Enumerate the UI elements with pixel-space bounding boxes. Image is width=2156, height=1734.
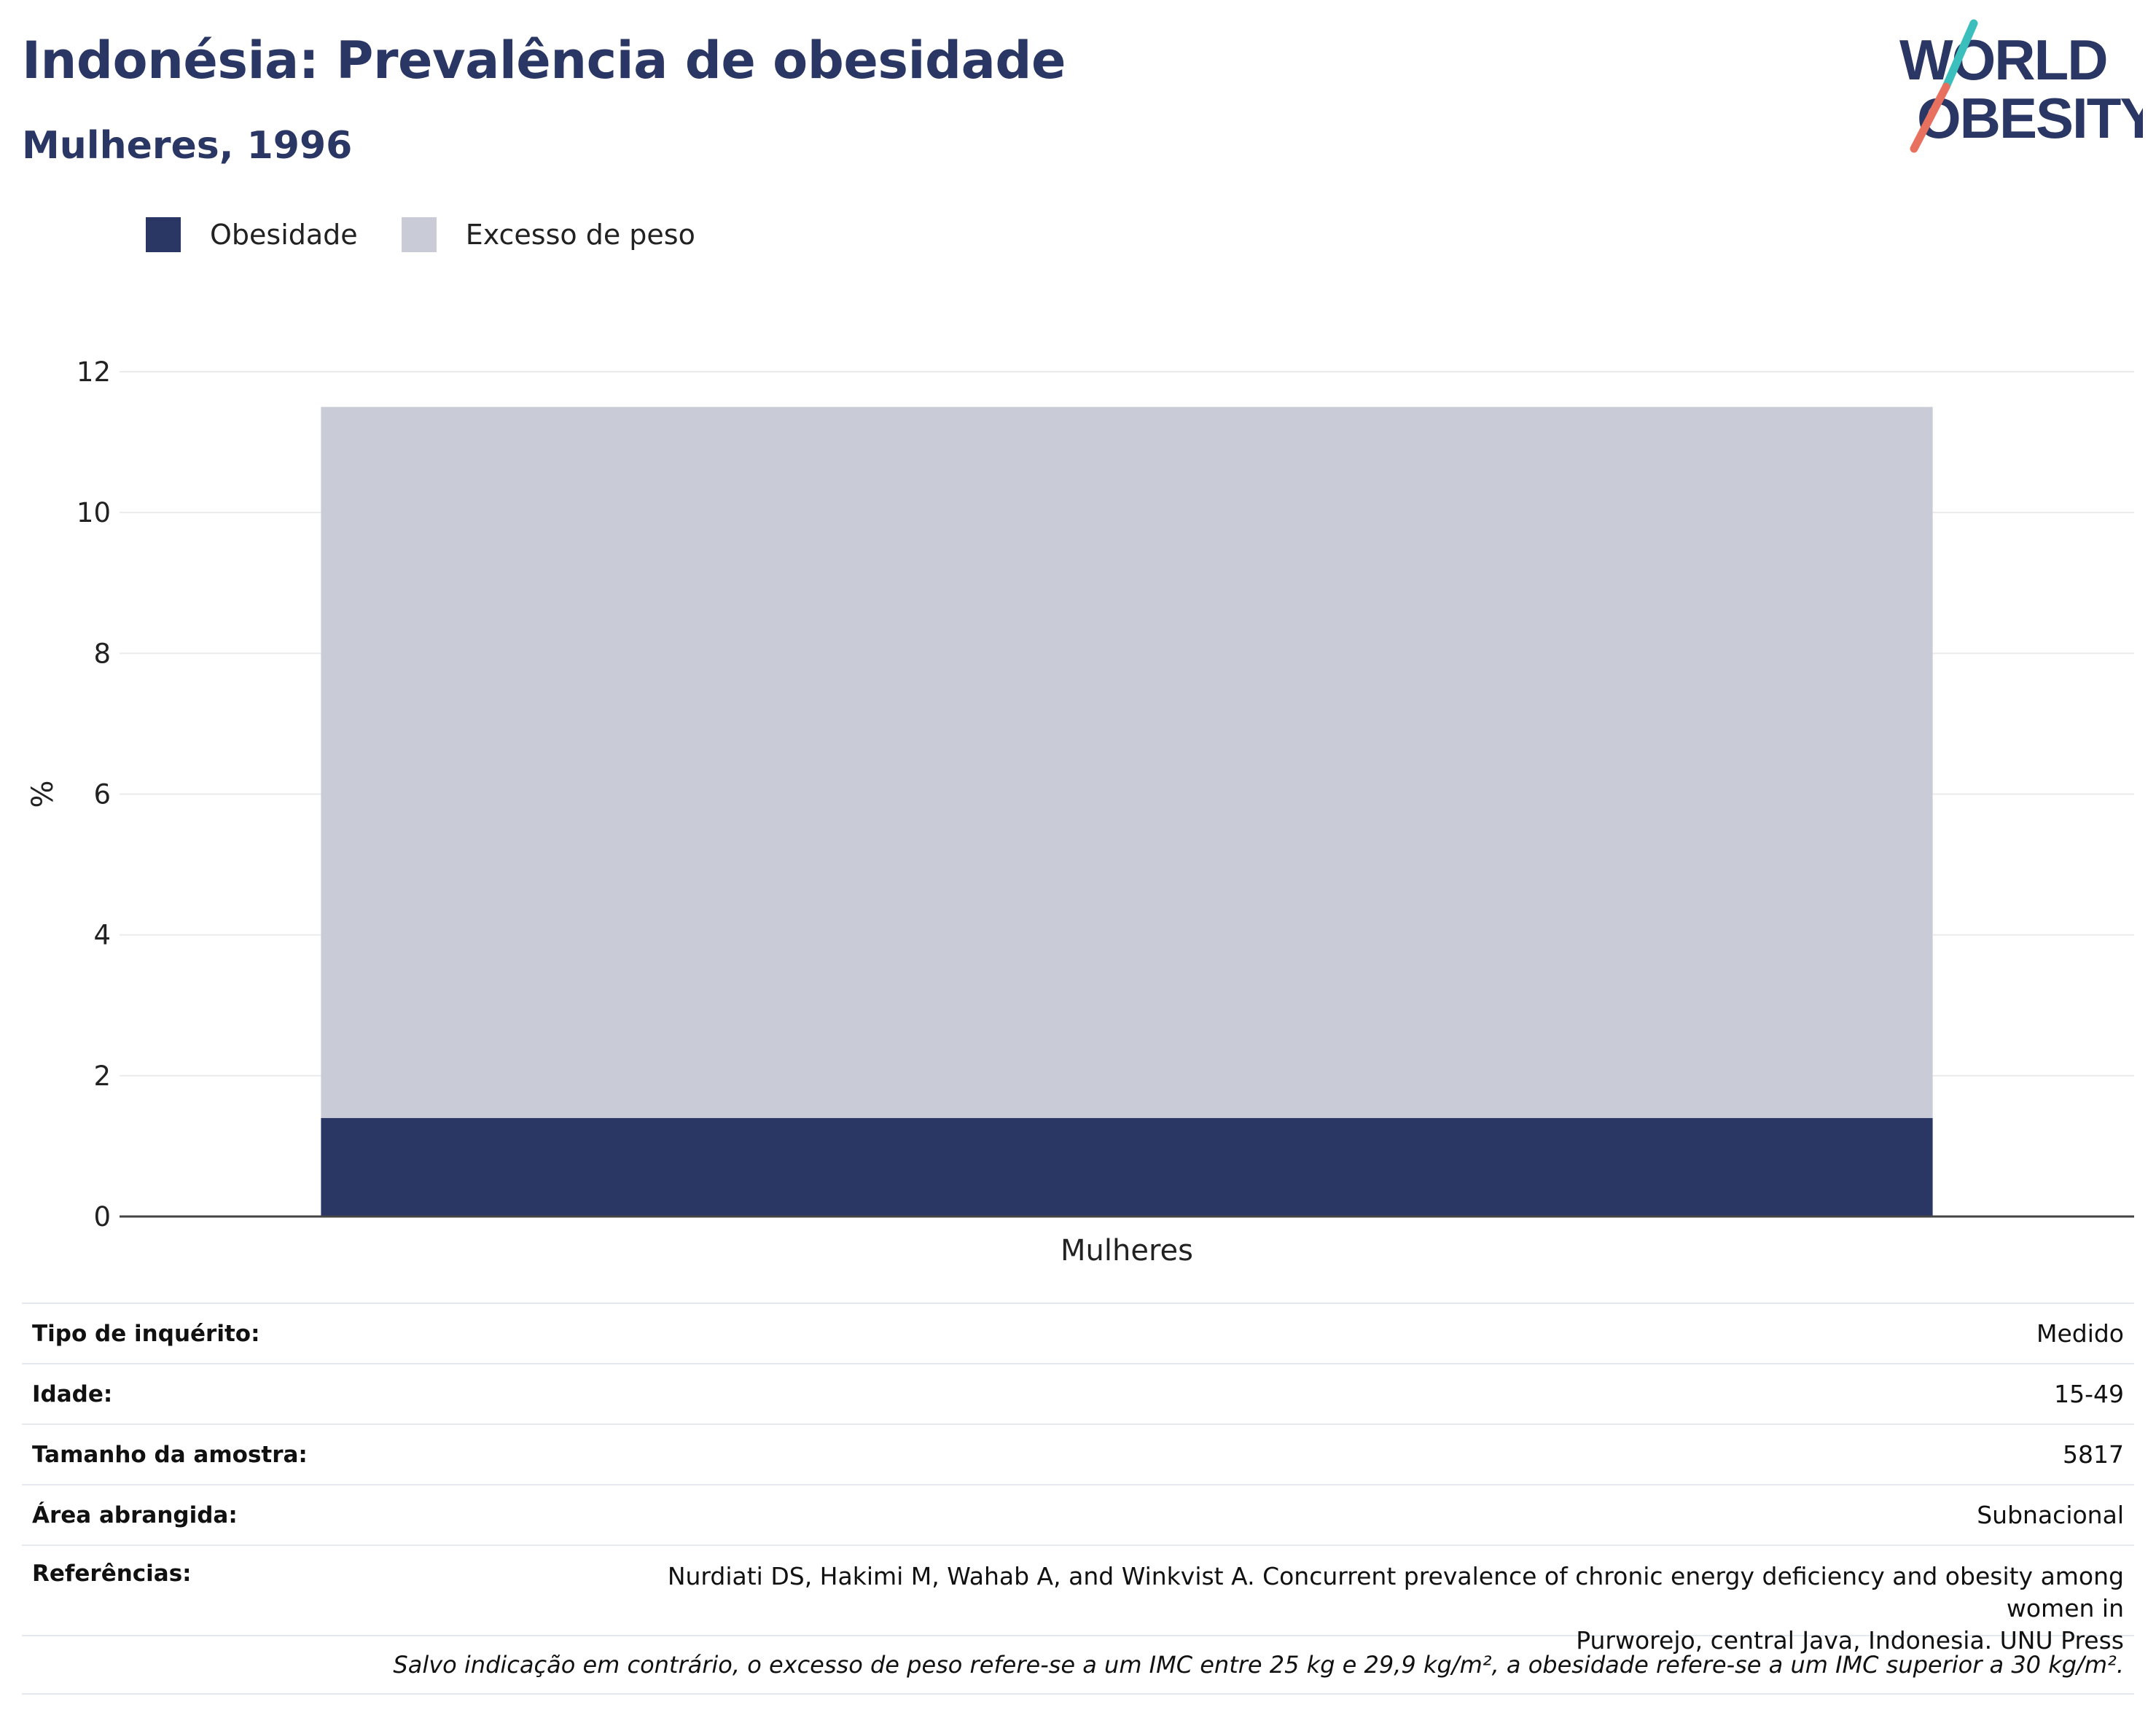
logo-word-world: WORLD <box>1899 28 2107 92</box>
x-tick-label-mulheres: Mulheres <box>1061 1234 1193 1268</box>
y-axis-title: % <box>26 780 60 808</box>
info-row-area: Área abrangida: Subnacional <box>22 1484 2134 1544</box>
info-value-area: Subnacional <box>1977 1500 2124 1529</box>
info-row-age: Idade: 15-49 <box>22 1363 2134 1423</box>
bar-chart: 0 2 4 6 8 10 12% Mulheres <box>26 356 2134 1268</box>
info-row-sample-size: Tamanho da amostra: 5817 <box>22 1423 2134 1484</box>
info-row-note: Salvo indicação em contrário, o excesso … <box>22 1635 2134 1695</box>
y-tick-label-12: 12 <box>77 356 111 388</box>
y-tick-label-0: 0 <box>93 1201 111 1233</box>
info-value-survey-type: Medido <box>2036 1319 2124 1348</box>
info-value-age: 15-49 <box>2054 1379 2124 1408</box>
logo-slash-teal <box>1942 19 1978 91</box>
y-tick-label-6: 6 <box>93 779 111 811</box>
reference-line-1: Nurdiati DS, Hakimi M, Wahab A, and Wink… <box>667 1562 2124 1622</box>
info-label-sample-size: Tamanho da amostra: <box>32 1441 308 1468</box>
info-label-survey-type: Tipo de inquérito: <box>32 1320 260 1347</box>
info-row-survey-type: Tipo de inquérito: Medido <box>22 1303 2134 1363</box>
info-label-references: Referências: <box>32 1561 192 1587</box>
logo-word-obesity: OBESITY <box>1917 86 2143 150</box>
survey-info-table: Tipo de inquérito: Medido Idade: 15-49 T… <box>22 1303 2134 1695</box>
info-value-references: Nurdiati DS, Hakimi M, Wahab A, and Wink… <box>622 1561 2124 1657</box>
y-tick-label-4: 4 <box>93 920 111 951</box>
logo-slash-coral <box>1910 82 1950 153</box>
chart-legend: Obesidade Excesso de peso <box>146 217 739 252</box>
page-subtitle: Mulheres, 1996 <box>22 124 353 168</box>
info-label-area: Área abrangida: <box>32 1501 238 1528</box>
bar-obesidade-mulheres <box>321 1117 1933 1216</box>
bar-excesso-de-peso-mulheres <box>321 407 1933 1118</box>
y-tick-label-8: 8 <box>93 638 111 669</box>
definition-note: Salvo indicação em contrário, o excesso … <box>393 1651 2124 1679</box>
info-row-references: Referências: Nurdiati DS, Hakimi M, Waha… <box>22 1544 2134 1655</box>
y-tick-label-2: 2 <box>93 1061 111 1092</box>
legend-item-excesso-de-peso[interactable]: Excesso de peso <box>401 217 695 252</box>
world-obesity-logo: WORLD OBESITY <box>1899 19 2143 153</box>
reference-line-2: Purworejo, central Java, Indonesia. UNU … <box>1576 1626 2124 1655</box>
info-value-sample-size: 5817 <box>2063 1440 2124 1469</box>
legend-label-excesso-de-peso: Excesso de peso <box>465 219 695 251</box>
y-tick-label-10: 10 <box>77 497 111 528</box>
legend-item-obesidade[interactable]: Obesidade <box>146 217 358 252</box>
legend-swatch-obesidade <box>146 217 181 252</box>
info-label-age: Idade: <box>32 1380 113 1407</box>
legend-label-obesidade: Obesidade <box>210 219 358 251</box>
page-title: Indonésia: Prevalência de obesidade <box>22 31 1066 90</box>
legend-swatch-excesso-de-peso <box>401 217 437 252</box>
